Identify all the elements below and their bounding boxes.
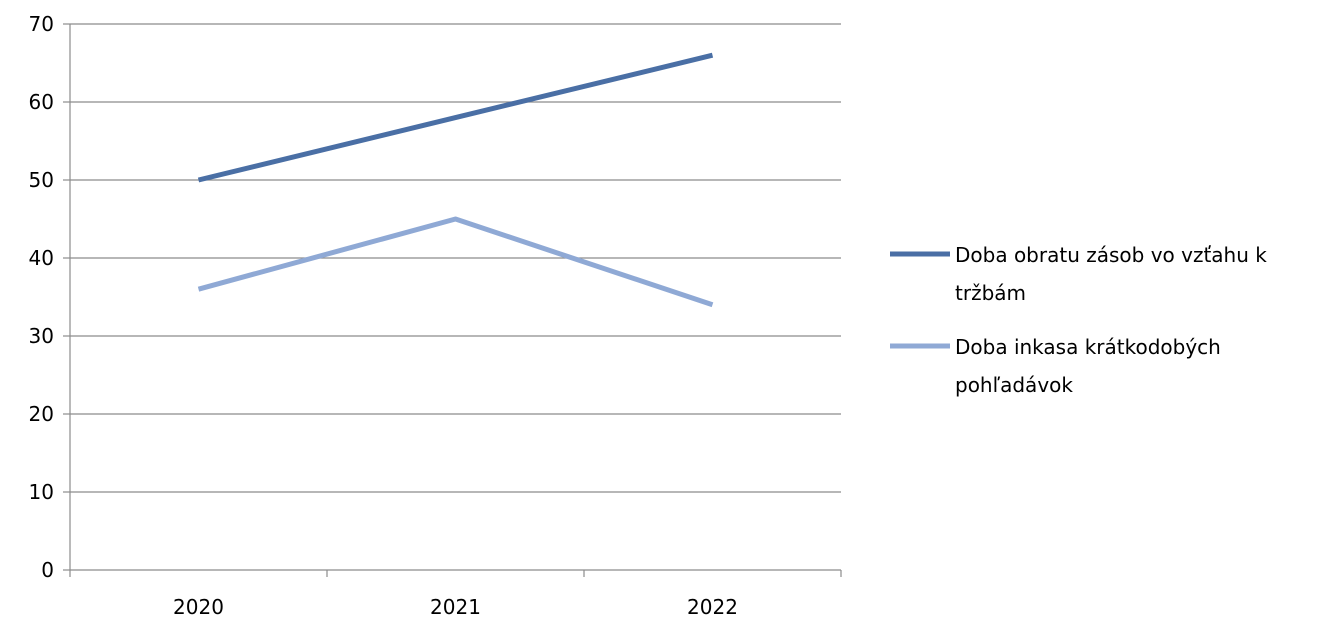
- series-line-2: [197, 216, 714, 308]
- axes: 0 10 20 30 40 50 60 70 2020 2021 2022: [29, 12, 842, 619]
- legend-label-1-line-1: Doba obratu zásob vo vzťahu k: [955, 243, 1267, 267]
- series-lines: [197, 52, 714, 308]
- legend: Doba obratu zásob vo vzťahu k tržbám Doba …: [890, 243, 1267, 397]
- x-tick-label-2022: 2022: [687, 595, 738, 619]
- legend-label-1-line-2: tržbám: [955, 281, 1026, 305]
- legend-label-2-line-2: pohľadávok: [955, 373, 1073, 397]
- series-line-1: [197, 52, 714, 183]
- y-tick-label-10: 10: [29, 480, 54, 504]
- gridlines: [70, 23, 841, 493]
- legend-label-2-line-1: Doba inkasa krátkodobých: [955, 335, 1221, 359]
- y-tick-label-30: 30: [29, 324, 54, 348]
- y-tick-label-70: 70: [29, 12, 54, 36]
- y-tick-label-60: 60: [29, 90, 54, 114]
- x-tick-label-2021: 2021: [430, 595, 481, 619]
- x-tick-label-2020: 2020: [173, 595, 224, 619]
- y-tick-label-0: 0: [41, 558, 54, 582]
- y-tick-label-40: 40: [29, 246, 54, 270]
- y-tick-label-50: 50: [29, 168, 54, 192]
- y-tick-label-20: 20: [29, 402, 54, 426]
